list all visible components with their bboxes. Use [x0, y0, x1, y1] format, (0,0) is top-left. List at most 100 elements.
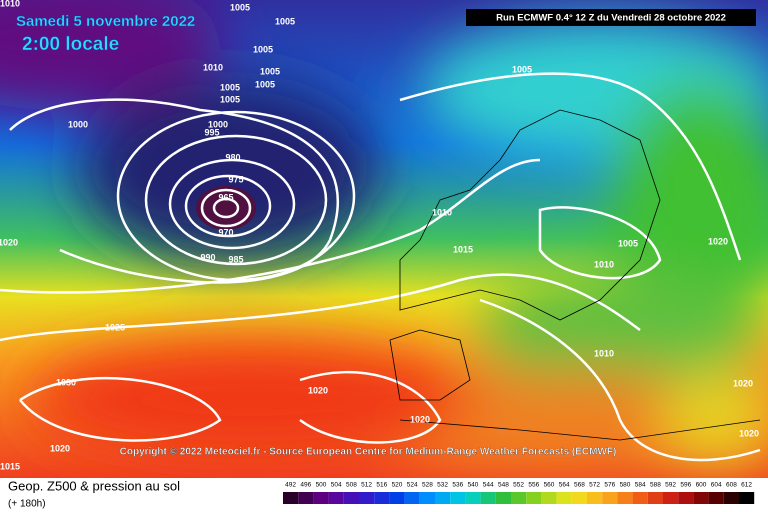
legend-swatch	[313, 492, 329, 504]
legend-tick-label: 532	[437, 482, 448, 489]
legend-swatch	[419, 492, 435, 504]
isobar-label: 975	[228, 174, 243, 184]
legend-tick-label: 584	[635, 482, 646, 489]
footer-title: Geop. Z500 & pression au sol	[8, 478, 180, 493]
isobar-label: 1000	[208, 119, 228, 129]
legend-swatch	[328, 492, 344, 504]
run-info: Run ECMWF 0.4° 12 Z du Vendredi 28 octob…	[496, 13, 726, 24]
legend-tick-label: 508	[346, 482, 357, 489]
copyright: Copyright © 2022 Meteociel.fr - Source E…	[120, 447, 617, 458]
legend-tick-label: 528	[422, 482, 433, 489]
isobar-label: 1005	[230, 2, 250, 12]
isobar-label: 995	[204, 127, 219, 137]
isobar-label: 1005	[255, 79, 275, 89]
legend-swatch	[374, 492, 390, 504]
legend-swatch	[465, 492, 481, 504]
legend: 492 496 500 504 508 512 516 520 524 528 532 536 540 5…	[283, 482, 755, 504]
legend-swatch	[526, 492, 542, 504]
legend-tick-label: 572	[589, 482, 600, 489]
forecast-date: Samedi 5 novembre 2022	[16, 13, 195, 30]
legend-swatch	[571, 492, 587, 504]
legend-tick-label: 560	[544, 482, 555, 489]
legend-tick-label: 520	[392, 482, 403, 489]
isobar-label: 1005	[260, 66, 280, 76]
legend-tick-label: 564	[559, 482, 570, 489]
legend-tick-label: 588	[650, 482, 661, 489]
low-core	[196, 186, 256, 230]
legend-swatch	[632, 492, 648, 504]
isobar-label: 1010	[594, 348, 614, 358]
legend-swatch	[617, 492, 633, 504]
legend-swatch	[435, 492, 451, 504]
legend-swatch	[723, 492, 739, 504]
isobar-label: 1010	[203, 62, 223, 72]
footer-subtitle: (+ 180h)	[8, 499, 46, 510]
legend-swatch	[359, 492, 375, 504]
legend-swatch	[739, 492, 755, 504]
isobar-label: 1005	[275, 16, 295, 26]
legend-swatch	[556, 492, 572, 504]
legend-swatch	[708, 492, 724, 504]
legend-tick-label: 608	[726, 482, 737, 489]
legend-swatch	[283, 492, 299, 504]
legend-tick-label: 516	[376, 482, 387, 489]
legend-tick-label: 592	[665, 482, 676, 489]
isobar-label: 1020	[50, 443, 70, 453]
isobar-labels: 1010 1005 1005 1005 1010 1005 1005 1005 1005 1000…	[0, 0, 759, 471]
isobar-label: 1005	[618, 238, 638, 248]
isobar-label: 970	[218, 227, 233, 237]
isobar-label: 1010	[594, 259, 614, 269]
legend-tick-label: 568	[574, 482, 585, 489]
legend-swatch	[541, 492, 557, 504]
isobar-label: 1010	[0, 0, 20, 8]
legend-tick-label: 524	[407, 482, 418, 489]
legend-tick-label: 580	[620, 482, 631, 489]
legend-tick-label: 604	[711, 482, 722, 489]
legend-swatch	[602, 492, 618, 504]
isobar-label: 1020	[739, 428, 759, 438]
legend-tick-label: 612	[741, 482, 752, 489]
legend-swatch	[298, 492, 314, 504]
coastlines	[389, 109, 761, 441]
isobar-label: 1020	[410, 414, 430, 424]
legend-tick-label: 540	[468, 482, 479, 489]
legend-swatch	[587, 492, 603, 504]
legend-tick-label: 552	[513, 482, 524, 489]
legend-tick-label: 548	[498, 482, 509, 489]
isobar-label: 1005	[220, 94, 240, 104]
isobar-label: 1015	[0, 461, 20, 471]
legend-tick-label: 492	[285, 482, 296, 489]
legend-tick-label: 500	[316, 482, 327, 489]
legend-tick-label: 596	[680, 482, 691, 489]
legend-tick-label: 556	[528, 482, 539, 489]
legend-swatch	[343, 492, 359, 504]
isobar-label: 980	[225, 152, 240, 162]
legend-swatch	[693, 492, 709, 504]
isobar-label: 1030	[56, 377, 76, 387]
legend-swatch	[404, 492, 420, 504]
legend-tick-label: 536	[452, 482, 463, 489]
isobar-label: 1005	[512, 64, 532, 74]
forecast-time: 2:00 locale	[22, 34, 119, 55]
legend-swatch	[647, 492, 663, 504]
legend-swatch	[511, 492, 527, 504]
legend-swatch	[450, 492, 466, 504]
isobar-label: 1000	[68, 119, 88, 129]
isobars	[0, 72, 761, 462]
legend-swatch	[480, 492, 496, 504]
isobar-label: 985	[228, 254, 243, 264]
field-shading	[0, 0, 768, 470]
legend-swatch	[495, 492, 511, 504]
isobar-label: 1020	[733, 378, 753, 388]
isobar-label: 1005	[220, 82, 240, 92]
legend-tick-label: 544	[483, 482, 494, 489]
legend-tick-label: 504	[331, 482, 342, 489]
isobar-label: 1015	[453, 244, 473, 254]
isobar-label: 1020	[0, 237, 18, 247]
legend-tick-label: 496	[300, 482, 311, 489]
legend-swatch	[678, 492, 694, 504]
isobar-label: 990	[200, 252, 215, 262]
isobar-label: 1020	[708, 236, 728, 246]
